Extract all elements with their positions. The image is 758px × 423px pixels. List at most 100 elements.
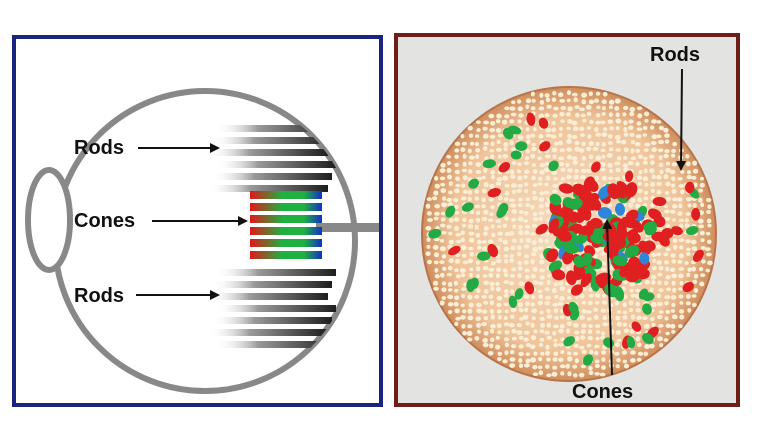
rod-dot bbox=[518, 197, 523, 202]
rod-dot bbox=[623, 328, 629, 334]
rod-dot bbox=[685, 197, 692, 202]
rod-dot bbox=[588, 293, 595, 298]
rod-dot bbox=[628, 125, 634, 131]
cone-dot bbox=[624, 245, 640, 259]
rod-dot bbox=[490, 154, 495, 160]
rod-dot bbox=[551, 121, 556, 125]
rod-dot bbox=[474, 196, 480, 201]
cone-dot bbox=[502, 127, 514, 140]
rod-dot bbox=[467, 337, 473, 342]
rod-dot bbox=[651, 280, 656, 285]
rod-dot bbox=[510, 112, 517, 117]
rod-dot bbox=[447, 281, 453, 287]
rod-dot bbox=[572, 364, 578, 369]
rod-dot bbox=[692, 168, 699, 174]
rod-dot bbox=[551, 147, 558, 153]
rod-dot bbox=[524, 307, 529, 313]
rod-dot bbox=[545, 97, 551, 103]
rod-dot bbox=[658, 323, 664, 328]
cone-dot bbox=[625, 209, 639, 222]
rod-dot bbox=[434, 268, 439, 273]
rod-dot bbox=[454, 154, 459, 159]
rod-dot bbox=[530, 258, 535, 265]
cone-dot bbox=[539, 141, 551, 152]
cone-dot bbox=[590, 234, 605, 245]
rod-dot bbox=[629, 308, 634, 313]
cone-dot bbox=[582, 354, 594, 366]
rod-dot bbox=[546, 104, 552, 109]
rod-dot bbox=[643, 156, 648, 161]
rod-dot bbox=[609, 168, 614, 174]
rod-dot bbox=[671, 148, 677, 153]
rod-dot bbox=[553, 324, 559, 329]
rod-dot bbox=[475, 232, 481, 238]
rod-dot bbox=[523, 244, 530, 249]
rod-dot bbox=[594, 176, 599, 181]
rod-dot bbox=[538, 211, 545, 216]
rod-dot bbox=[578, 293, 585, 299]
rod-dot bbox=[490, 121, 496, 126]
rod-dot bbox=[642, 160, 648, 165]
rod-dot bbox=[649, 287, 654, 293]
rod-dot bbox=[497, 330, 502, 335]
rod-dot bbox=[545, 202, 550, 208]
rod-dot bbox=[503, 280, 510, 285]
rod-dot bbox=[469, 209, 475, 215]
rod-dot bbox=[462, 161, 467, 167]
rod-dot bbox=[686, 251, 691, 257]
rod-dot bbox=[545, 127, 551, 133]
cone-dot bbox=[514, 288, 524, 300]
rod-dot bbox=[595, 113, 601, 118]
rod-dot bbox=[574, 146, 580, 152]
rod-dot bbox=[658, 125, 664, 131]
rod-dot bbox=[691, 246, 698, 251]
arrow-cones-right bbox=[602, 219, 613, 376]
rod-dot bbox=[655, 252, 662, 257]
rod-dot bbox=[571, 134, 578, 140]
rod-dot bbox=[553, 308, 559, 314]
rod-dot bbox=[461, 168, 467, 173]
rod-dot bbox=[553, 343, 559, 348]
rod-dot bbox=[510, 147, 517, 152]
rod-dot bbox=[630, 197, 636, 203]
rod-dot bbox=[504, 106, 510, 111]
rod-dot bbox=[462, 175, 468, 181]
rod-dot bbox=[425, 203, 431, 209]
rod-dot bbox=[580, 335, 586, 340]
cone-dot bbox=[691, 207, 701, 221]
rod-dot bbox=[566, 265, 571, 271]
rod-dot bbox=[468, 161, 473, 166]
rod-dot bbox=[495, 335, 500, 340]
rod-dot bbox=[599, 372, 606, 377]
rod-dot bbox=[454, 162, 459, 168]
cone-dot bbox=[589, 217, 603, 229]
rod-dot bbox=[630, 140, 636, 145]
rod-dot bbox=[426, 237, 431, 243]
rod-dot bbox=[560, 350, 565, 354]
rod-dot bbox=[671, 259, 677, 264]
rod-dot bbox=[518, 307, 524, 313]
rod-dot bbox=[706, 209, 711, 215]
cone-dot bbox=[629, 257, 639, 270]
rod-dot bbox=[475, 217, 481, 223]
rod-dot bbox=[679, 245, 684, 250]
rod-dot bbox=[483, 226, 489, 231]
rod-dot bbox=[700, 238, 705, 243]
rod-dot bbox=[469, 251, 475, 257]
rod-dot bbox=[558, 342, 564, 347]
rod-dot bbox=[524, 268, 530, 273]
rod-dot bbox=[678, 287, 684, 291]
rod-dot bbox=[468, 169, 473, 174]
rod-dot bbox=[503, 246, 510, 252]
cone-dot bbox=[510, 150, 522, 160]
cone-cell bbox=[250, 251, 322, 259]
rod-cell bbox=[208, 293, 328, 300]
rod-dot bbox=[607, 134, 613, 139]
rod-dot bbox=[601, 365, 606, 370]
rod-dot bbox=[551, 127, 557, 133]
rod-dot bbox=[490, 314, 495, 320]
rod-dot bbox=[677, 197, 683, 202]
rod-dot bbox=[487, 239, 494, 244]
rod-dot bbox=[509, 140, 514, 146]
rod-dot bbox=[601, 141, 606, 147]
